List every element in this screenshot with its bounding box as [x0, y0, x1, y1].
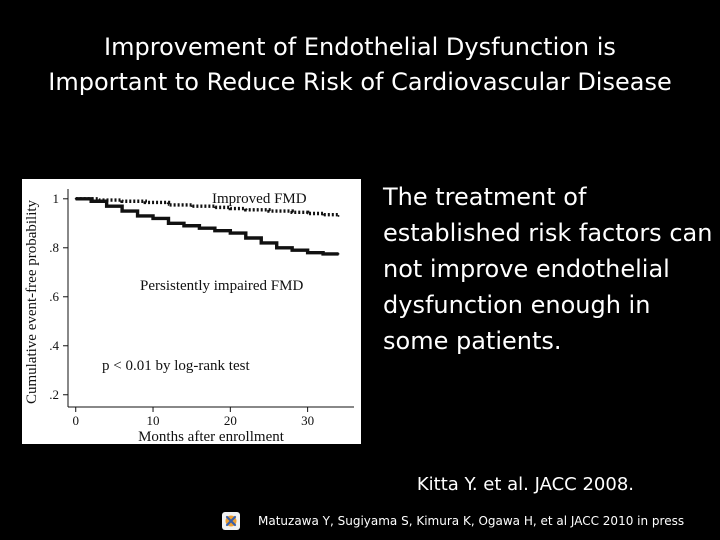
logo-icon-graphic [225, 515, 237, 527]
chart-ticks: .2.4.6.810 10 20 30 [49, 191, 314, 428]
series-0-point [268, 210, 270, 212]
series-1-point [275, 246, 278, 249]
series-0-point [229, 207, 232, 210]
y-tick-label: 1 [53, 191, 60, 206]
series-1-point [213, 229, 216, 232]
series-1-point [136, 215, 139, 217]
series-0-point [190, 205, 193, 208]
x-tick-label: 0 [72, 413, 79, 428]
series-1-point [260, 241, 263, 244]
series-0-point [121, 200, 124, 203]
annotation-impaired-fmd: Persistently impaired FMD [140, 278, 303, 294]
series-1-point [74, 197, 77, 200]
y-tick-label: .6 [49, 289, 59, 304]
annotation-pvalue: p < 0.01 by log-rank test [102, 358, 250, 374]
series-1-point [121, 210, 124, 212]
x-axis-label: Months after enrollment [138, 429, 285, 444]
slide-title-line-2: Important to Reduce Risk of Cardiovascul… [48, 68, 672, 96]
series-1-point [105, 205, 108, 208]
citation: Kitta Y. et al. JACC 2008. [416, 474, 634, 495]
survival-chart: .2.4.6.8 1 0 10 20 30 Months after enrollment… [22, 179, 361, 444]
series-1-point [183, 224, 185, 227]
series-1-point [167, 222, 170, 225]
series-0-point [244, 208, 247, 211]
series-1-point [291, 249, 294, 252]
series-1-point [198, 227, 201, 230]
series-1-point [244, 237, 247, 239]
body-text: The treatment of established risk factor… [383, 183, 713, 355]
slide-title: Improvement of Endothelial Dysfunction i… [0, 30, 720, 100]
series-1-point [306, 251, 309, 254]
survival-chart-svg: .2.4.6.810 10 20 30 Months after enrollment… [24, 189, 354, 444]
x-tick-label: 10 [147, 413, 160, 428]
series-1-point [322, 253, 324, 255]
series-0-point [167, 204, 170, 206]
series-1-point [152, 217, 154, 220]
series-line-1 [75, 197, 339, 256]
footer-reference: Matuzawa Y, Sugiyama S, Kimura K, Ogawa … [258, 514, 685, 528]
slide-title-line-1: Improvement of Endothelial Dysfunction i… [104, 33, 616, 61]
series-0-point [144, 201, 147, 204]
chart-series [74, 197, 341, 256]
series-0-point [213, 206, 216, 209]
series-1-point [337, 253, 340, 255]
x-tick-label: 20 [224, 413, 237, 428]
y-tick-label: .4 [49, 338, 59, 353]
y-tick-label: .8 [49, 240, 59, 255]
y-tick-label: .2 [49, 387, 59, 402]
series-line-0 [75, 197, 341, 217]
chart-axes [67, 189, 354, 408]
annotation-improved-fmd: Improved FMD [212, 191, 307, 207]
logo-icon [222, 512, 240, 530]
series-0-point [337, 215, 340, 217]
series-1-point [90, 200, 93, 203]
series-1-point [229, 232, 232, 234]
x-tick-label: 30 [301, 413, 314, 428]
footer: Matuzawa Y, Sugiyama S, Kimura K, Ogawa … [222, 508, 684, 534]
series-0-point [306, 212, 309, 215]
series-0-point [291, 211, 294, 214]
y-axis-label: Cumulative event-free probability [24, 199, 40, 404]
series-0-point [322, 213, 324, 216]
chart-labels: Months after enrollment Cumulative event-… [24, 191, 307, 444]
